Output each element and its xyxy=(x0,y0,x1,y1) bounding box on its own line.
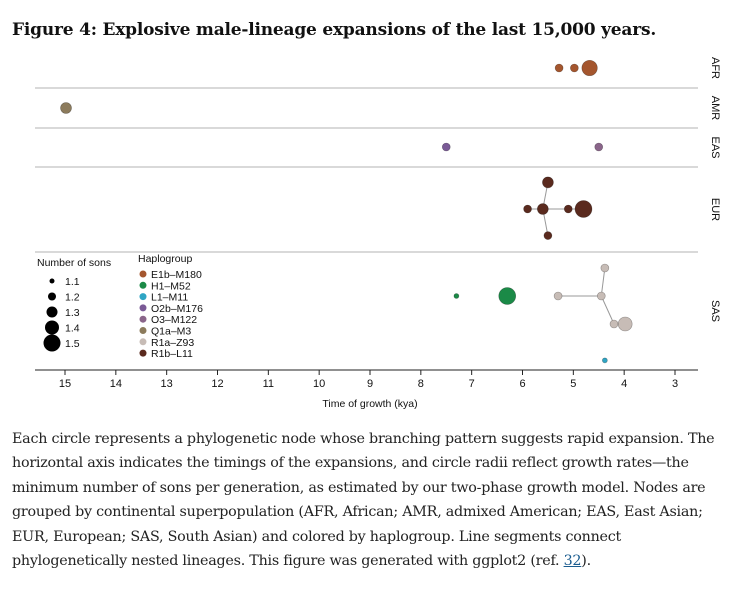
x-tick-label: 4 xyxy=(621,378,627,390)
color-legend-label: O2b–M176 xyxy=(151,303,203,315)
data-point-eur4 xyxy=(563,204,573,214)
color-legend-key xyxy=(139,327,147,334)
color-legend-key xyxy=(139,349,147,357)
size-legend-key xyxy=(45,320,59,335)
data-point-amr1 xyxy=(60,102,72,114)
data-point-sas6 xyxy=(609,319,619,329)
facet-panels: AFR AMR EAS EUR SAS xyxy=(35,57,721,371)
color-legend-title: Haplogroup xyxy=(138,253,192,265)
x-tick-label: 14 xyxy=(110,378,122,390)
data-point-sas4 xyxy=(553,291,563,301)
facet-label-sas: SAS xyxy=(709,300,721,322)
figure-caption: Each circle represents a phylogenetic no… xyxy=(12,427,734,573)
data-point-eur1 xyxy=(542,176,554,189)
facet-label-eur: EUR xyxy=(709,198,721,221)
x-tick-label: 11 xyxy=(263,378,274,390)
x-tick-label: 6 xyxy=(519,378,525,390)
x-tick-label: 15 xyxy=(59,378,71,390)
expansion-points xyxy=(60,59,633,364)
x-axis: 15 14 13 12 11 10 9 8 7 6 5 4 3 Time of growth (kya) xyxy=(59,370,678,410)
x-tick-label: 9 xyxy=(367,378,373,390)
color-legend-key xyxy=(139,338,147,346)
facet-label-amr: AMR xyxy=(709,96,721,121)
data-point-sas5 xyxy=(596,291,606,301)
color-legend-key xyxy=(139,315,147,323)
size-legend-label: 1.2 xyxy=(65,292,80,304)
figure-title: Figure 4: Explosive male-lineage expansi… xyxy=(12,20,657,40)
data-point-sas1 xyxy=(600,263,610,273)
caption-end: ). xyxy=(581,553,591,570)
size-legend-title: Number of sons xyxy=(37,257,111,269)
color-legend-label: O3–M122 xyxy=(151,314,197,326)
x-tick-label: 5 xyxy=(570,378,576,390)
data-point-afr3 xyxy=(581,59,598,77)
color-legend-key xyxy=(139,304,147,312)
caption-text: Each circle represents a phylogenetic no… xyxy=(12,431,715,570)
caption-ref-link[interactable]: 32 xyxy=(563,553,582,570)
color-legend-key xyxy=(139,270,147,278)
size-legend-label: 1.1 xyxy=(65,276,80,288)
size-legend-key xyxy=(46,306,58,318)
facet-label-eas: EAS xyxy=(709,136,721,158)
data-point-afr2 xyxy=(570,63,579,73)
figure-chart: AFR AMR EAS EUR SAS 15 14 13 12 11 10 9 8 7 6 5 4 3 Time … xyxy=(35,57,721,410)
legend: Number of sons 1.1 1.2 1.3 1.4 1.5 Haplogroup E… xyxy=(37,253,203,360)
color-legend-key xyxy=(139,281,147,289)
data-point-eas2 xyxy=(594,142,604,152)
data-point-eas1 xyxy=(441,142,451,152)
data-point-eur2 xyxy=(523,204,532,214)
size-legend-key xyxy=(43,334,61,352)
size-legend-key xyxy=(48,292,56,301)
x-tick-label: 12 xyxy=(211,378,223,390)
data-point-eur5 xyxy=(574,200,593,218)
x-tick-label: 8 xyxy=(418,378,424,390)
data-point-sas7 xyxy=(617,316,633,332)
color-legend-label: E1b–M180 xyxy=(151,269,202,281)
color-legend-label: L1–M11 xyxy=(151,292,188,304)
x-tick-label: 13 xyxy=(161,378,173,390)
facet-label-afr: AFR xyxy=(709,57,721,79)
data-point-afr1 xyxy=(554,63,564,73)
x-tick-label: 7 xyxy=(469,378,475,390)
data-point-sas2 xyxy=(453,293,460,299)
lineage-segment xyxy=(600,295,615,325)
color-legend-label: R1a–Z93 xyxy=(151,337,194,349)
lineage-segment xyxy=(600,267,606,297)
x-tick-label: 3 xyxy=(672,378,678,390)
color-legend-label: R1b–L11 xyxy=(151,348,193,360)
color-legend-key xyxy=(139,293,147,301)
size-legend-label: 1.5 xyxy=(65,338,80,350)
x-tick-label: 10 xyxy=(313,378,325,390)
data-point-sas8 xyxy=(602,357,608,364)
size-legend-label: 1.3 xyxy=(65,307,80,319)
data-point-eur3 xyxy=(537,203,549,215)
data-point-eur6 xyxy=(543,231,553,240)
size-legend-key xyxy=(49,278,55,284)
x-axis-label: Time of growth (kya) xyxy=(322,398,417,410)
data-point-sas3 xyxy=(498,287,517,305)
color-legend-label: Q1a–M3 xyxy=(151,326,191,338)
size-legend-label: 1.4 xyxy=(65,323,80,335)
color-legend-label: H1–M52 xyxy=(151,280,191,292)
